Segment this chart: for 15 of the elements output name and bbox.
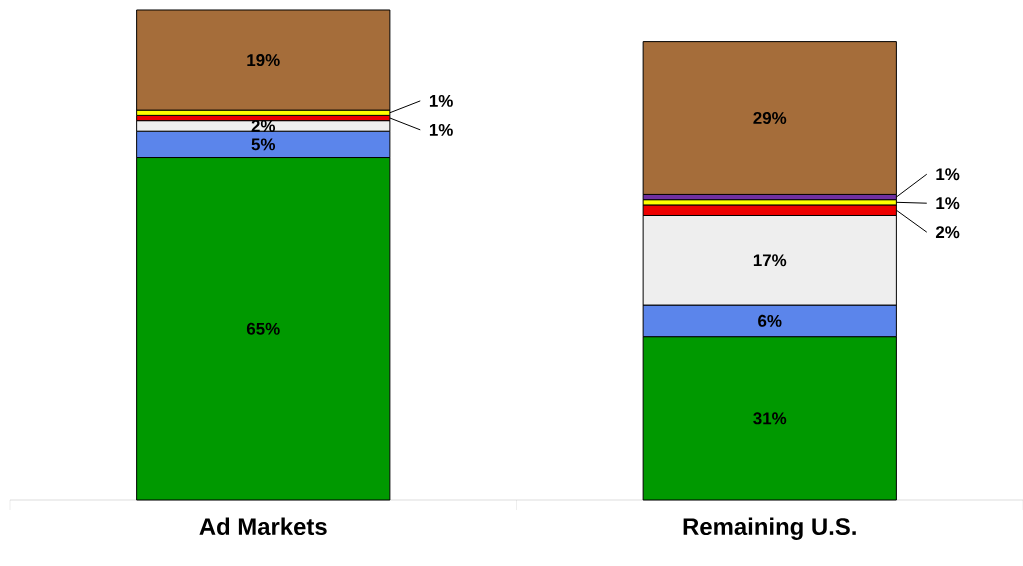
data-label: 29% [753, 112, 787, 125]
data-label: 17% [753, 254, 787, 267]
x-tick-label: Ad Markets [199, 517, 327, 536]
data-label: 1% [936, 168, 960, 181]
data-label: 1% [429, 94, 453, 107]
data-label: 1% [429, 123, 453, 136]
data-label: 2% [251, 119, 276, 132]
data-label: 65% [246, 322, 280, 335]
data-label: 19% [247, 54, 280, 67]
x-tick-label: Remaining U.S. [683, 517, 856, 540]
data-label: 31% [753, 412, 787, 425]
data-label: 5% [251, 138, 276, 151]
data-label: 1% [936, 197, 960, 210]
data-label: 2% [935, 226, 960, 239]
data-label: 6% [758, 314, 782, 327]
